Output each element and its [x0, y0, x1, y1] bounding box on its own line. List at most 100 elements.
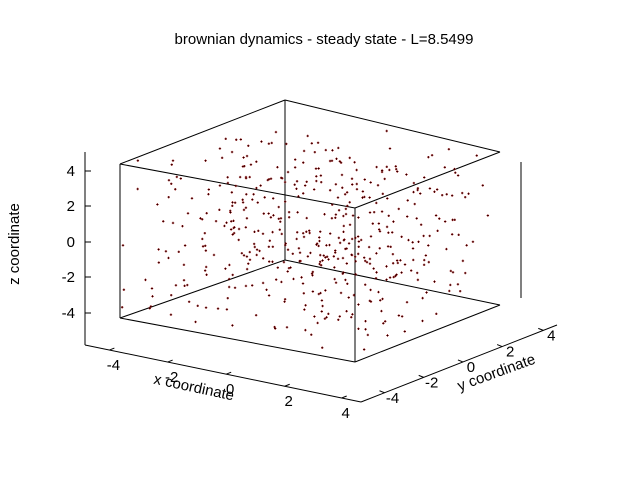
scatter-point [357, 327, 360, 331]
scatter-point [330, 217, 334, 220]
scatter-point [266, 178, 269, 182]
scatter-point [293, 183, 296, 186]
x-tick-label: -4 [107, 357, 120, 374]
scatter-point [272, 214, 275, 217]
scatter-point [325, 255, 329, 258]
scatter-point [415, 217, 418, 220]
scatter-point [394, 165, 397, 168]
scatter-point [262, 212, 265, 215]
scatter-point [433, 280, 436, 283]
y-tick-label: 4 [547, 327, 555, 344]
scatter-point [271, 260, 274, 263]
scatter-point [337, 146, 340, 150]
scatter-point [260, 140, 263, 143]
scatter-point [199, 217, 202, 220]
scatter-point [149, 305, 153, 308]
scatter-point [363, 259, 367, 263]
scatter-point [187, 300, 191, 303]
scatter-point [305, 180, 308, 183]
scatter-point [377, 290, 380, 294]
scatter-point [391, 252, 395, 256]
scatter-point [244, 226, 248, 229]
scatter-point [216, 307, 220, 310]
z-axis-label: z coordinate [6, 203, 23, 285]
scatter-point [355, 182, 358, 186]
scatter-point [354, 236, 357, 240]
scatter-point [256, 201, 259, 204]
scatter-point [287, 210, 291, 214]
scatter-point [334, 251, 337, 254]
scatter-point [276, 266, 280, 269]
scatter-point [403, 263, 407, 266]
scatter-point [171, 159, 175, 162]
scatter-point [481, 184, 484, 187]
x-axis-ticks: -4 -2 0 2 4 [107, 347, 350, 422]
scatter-point [397, 207, 400, 211]
y-axis-line [360, 324, 558, 403]
scatter-point [245, 255, 249, 258]
scatter-point [242, 208, 246, 212]
scatter-point [232, 231, 236, 235]
scatter-point [233, 201, 237, 204]
scatter-point [257, 229, 260, 233]
scatter-point [353, 161, 356, 164]
scatter-point [427, 244, 430, 247]
scatter-point [327, 312, 330, 316]
scatter-point [254, 313, 258, 317]
scatter-point [345, 262, 349, 265]
scatter-point [194, 320, 197, 324]
scatter-point [471, 240, 475, 243]
scatter-point [226, 296, 229, 300]
scatter-point [440, 193, 444, 197]
box-edge-C-D [284, 259, 501, 306]
scatter-point [346, 204, 349, 208]
scatter-point [174, 284, 178, 287]
scatter-point [364, 319, 367, 323]
scatter-point [348, 223, 352, 226]
scatter-point [334, 281, 338, 284]
scatter-point [316, 141, 320, 144]
scatter-point [271, 197, 275, 200]
scatter-point [337, 236, 341, 240]
scatter-point [334, 249, 337, 252]
scatter-point [467, 192, 470, 195]
scatter-point [239, 138, 243, 141]
scatter-point [338, 315, 341, 318]
scatter-point [304, 328, 307, 332]
scatter-point [196, 304, 199, 308]
scatter-point [392, 275, 395, 279]
scatter-point [347, 242, 351, 245]
scatter-point [331, 149, 334, 152]
scatter-point [228, 263, 231, 267]
scatter-point [263, 196, 266, 199]
scatter-point [231, 201, 234, 204]
scatter-point [229, 211, 232, 214]
scatter-point [286, 270, 289, 273]
scatter-point [267, 212, 270, 215]
scatter-point [381, 297, 384, 301]
scatter-point [175, 175, 179, 179]
scatter-point [409, 269, 413, 272]
scatter-point [244, 177, 248, 180]
scatter-point [251, 198, 254, 201]
scatter-point [205, 273, 208, 276]
scatter-point [333, 266, 336, 269]
scatter-point [279, 220, 282, 223]
scatter-point [375, 252, 378, 255]
scatter-point [400, 271, 403, 274]
scatter-point [337, 209, 341, 212]
scatter-point [186, 283, 189, 287]
scatter-point [403, 330, 406, 333]
scatter-point [387, 231, 390, 234]
scatter-point [271, 230, 274, 234]
scatter-point [298, 259, 301, 263]
scatter-point [413, 202, 416, 206]
scatter-point [363, 178, 366, 181]
scatter-point [203, 269, 207, 272]
scatter-point [273, 325, 276, 329]
box-edge-A2-B2 [119, 163, 356, 209]
y-tick-mark [457, 359, 464, 363]
y-tick-mark [418, 374, 424, 378]
scatter-point [296, 231, 299, 234]
scatter-point [320, 180, 323, 184]
